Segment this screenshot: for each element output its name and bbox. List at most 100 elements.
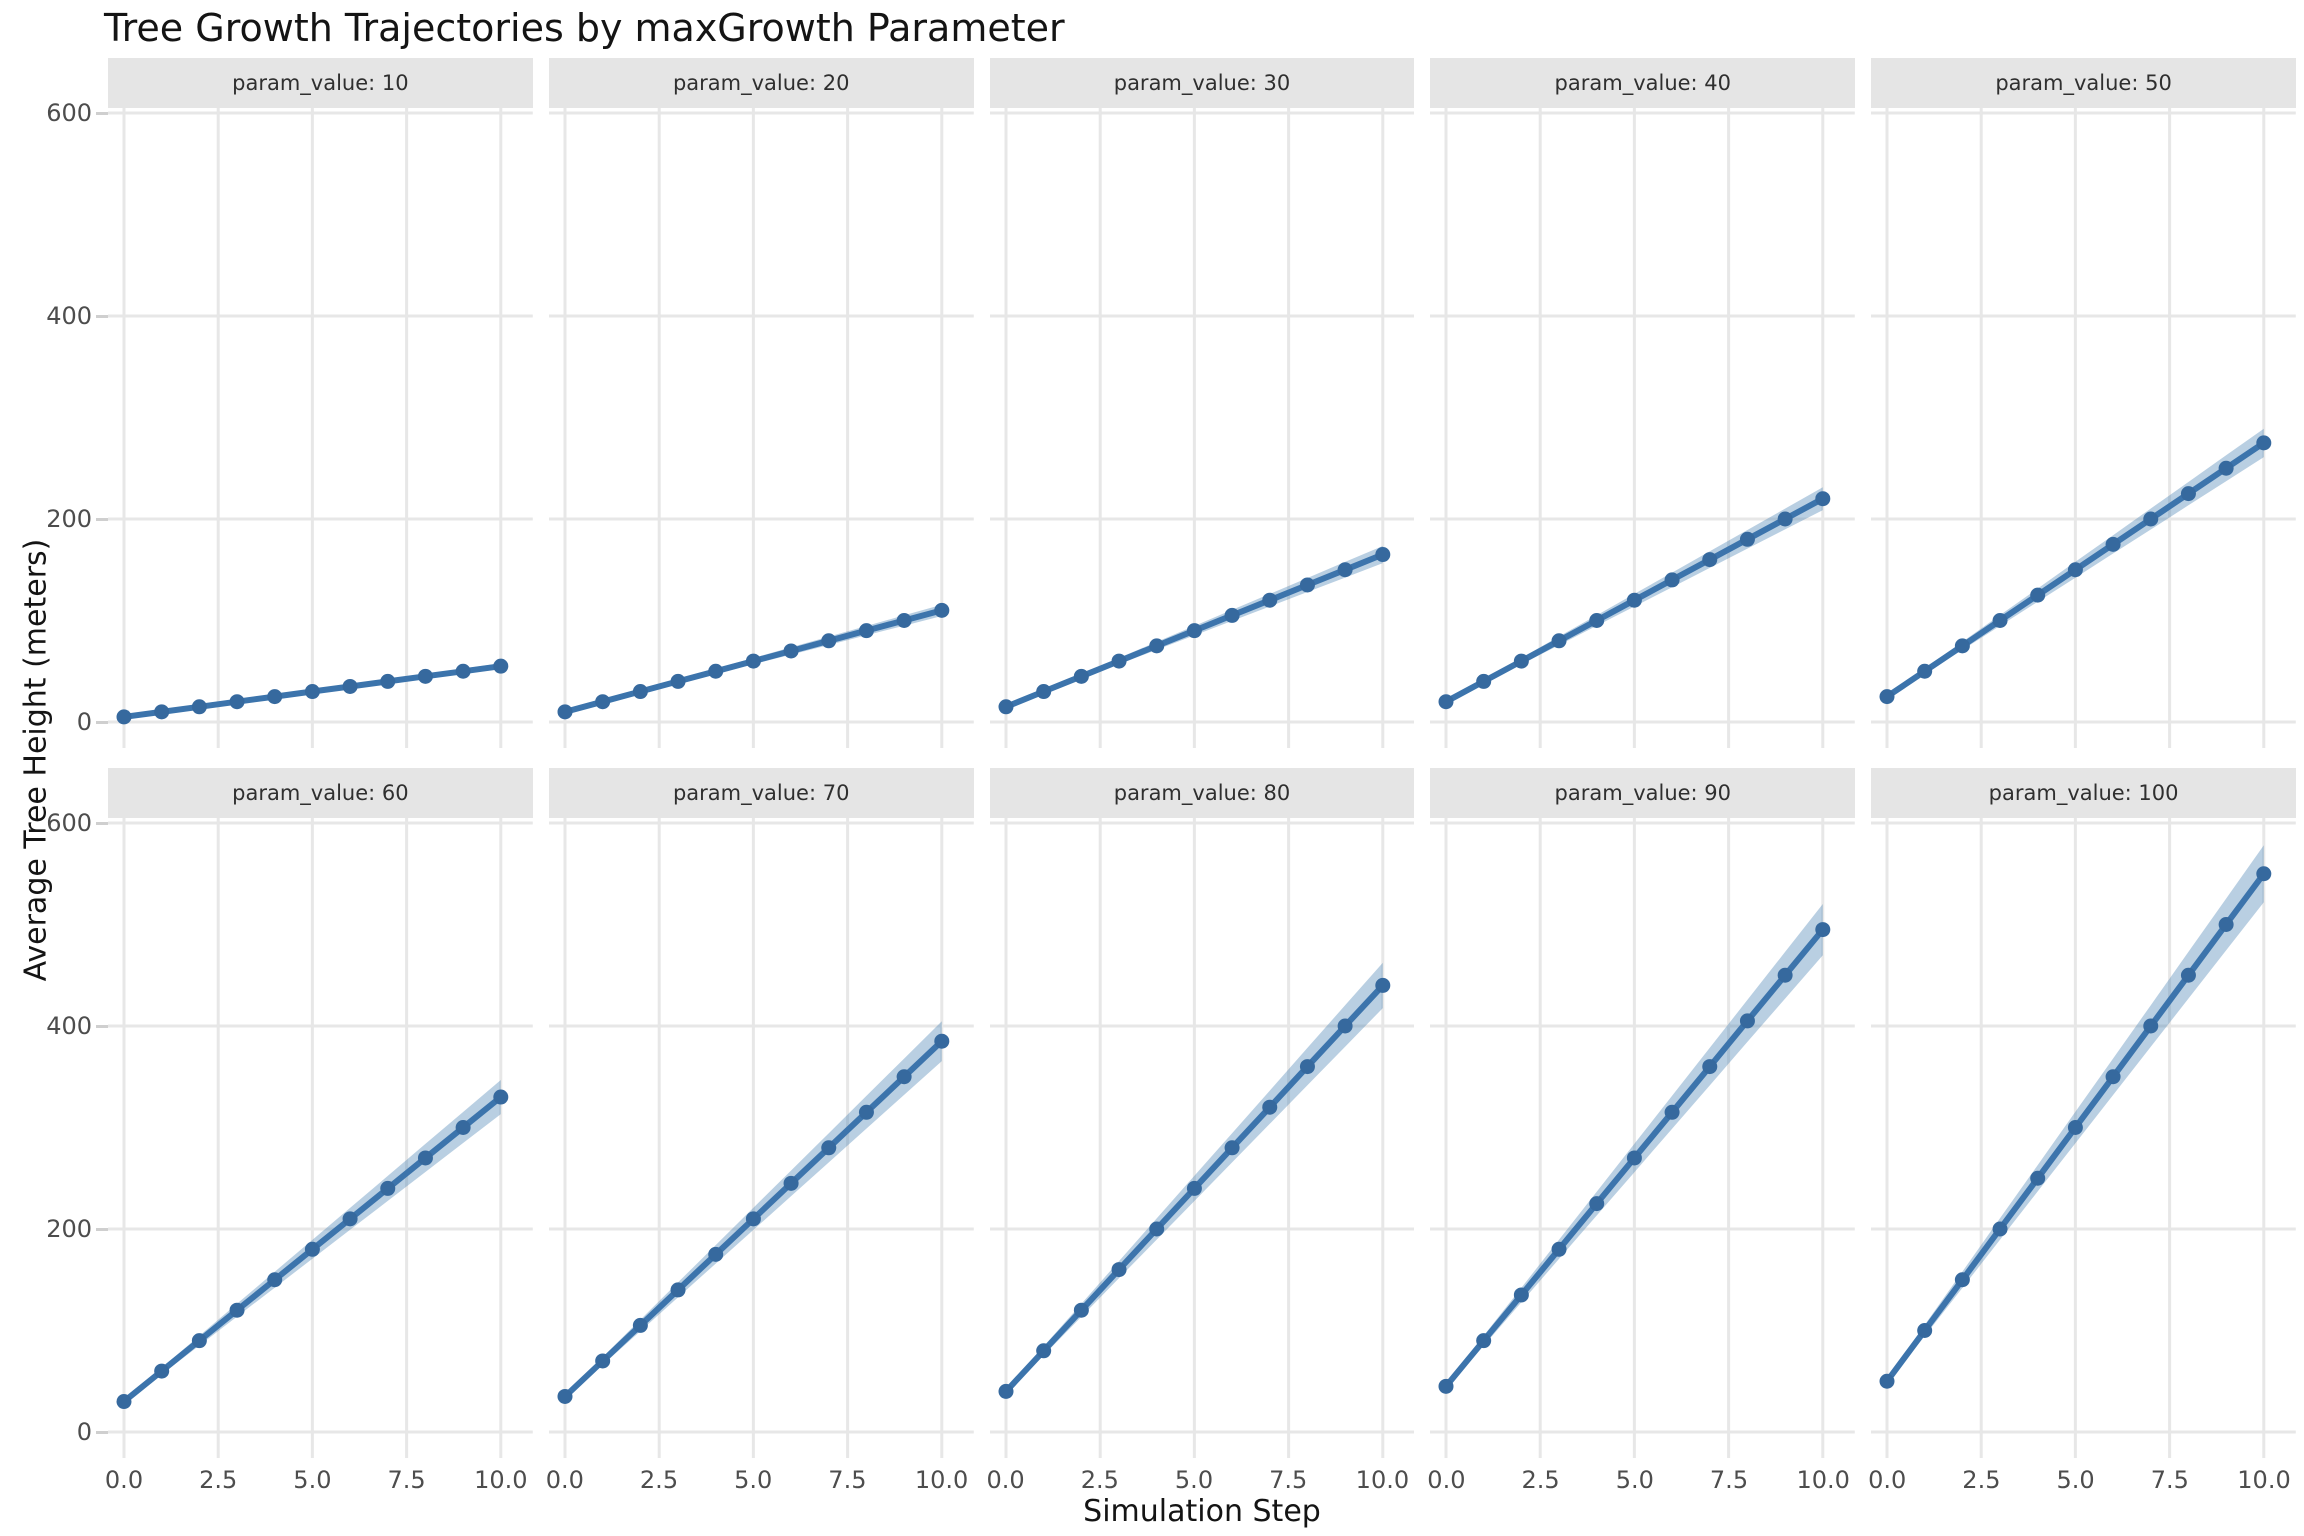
facet-plot-area xyxy=(1430,108,1856,748)
facet-panel-30: param_value: 30 xyxy=(989,58,1415,748)
data-point xyxy=(1186,1180,1202,1196)
data-point xyxy=(1702,552,1718,568)
facet-panel-80: param_value: 80 xyxy=(989,768,1415,1458)
facet-panel-70: param_value: 70 xyxy=(548,768,974,1458)
y-tick-mark xyxy=(96,1024,108,1028)
x-tick-label: 2.5 xyxy=(1962,1466,2001,1494)
data-point xyxy=(1627,592,1643,608)
data-point xyxy=(2256,435,2272,451)
x-tick-label: 7.5 xyxy=(1269,1466,1308,1494)
data-point xyxy=(1551,633,1567,649)
data-point xyxy=(998,1383,1014,1399)
y-tick-label: 200 xyxy=(46,1215,92,1243)
facet-plot-area xyxy=(108,818,533,1458)
facet-panel-60: param_value: 60 xyxy=(108,768,533,1458)
facet-strip: param_value: 50 xyxy=(1871,58,2296,108)
x-tick-label: 5.0 xyxy=(1615,1466,1654,1494)
data-point xyxy=(1073,1302,1089,1318)
data-point xyxy=(493,658,509,674)
y-tick-label: 600 xyxy=(46,809,92,837)
data-point xyxy=(1224,607,1240,623)
data-point xyxy=(2181,486,2197,502)
data-point xyxy=(2218,917,2234,932)
data-point xyxy=(1476,1333,1492,1349)
data-point xyxy=(2181,967,2197,983)
y-tick-label: 0 xyxy=(76,1418,92,1446)
data-point xyxy=(1514,1287,1530,1303)
data-point xyxy=(417,1150,433,1166)
data-point xyxy=(670,1282,686,1298)
facet-panel-90: param_value: 90 xyxy=(1430,768,1856,1458)
data-point xyxy=(708,1246,724,1262)
data-point xyxy=(934,1033,950,1049)
facet-plot-area xyxy=(1871,108,2296,748)
facet-strip-label: param_value: 60 xyxy=(232,781,409,805)
data-point xyxy=(998,699,1014,715)
data-point xyxy=(745,653,761,669)
x-tick-label: 10.0 xyxy=(914,1466,969,1494)
data-point xyxy=(1111,1262,1127,1278)
data-point xyxy=(380,1180,396,1196)
data-point xyxy=(380,673,396,689)
facet-plot-area xyxy=(989,108,1415,748)
data-point xyxy=(2143,511,2159,527)
y-tick-mark xyxy=(96,517,108,521)
data-point xyxy=(342,678,358,694)
data-point xyxy=(229,694,245,710)
data-point xyxy=(1261,592,1277,608)
x-tick-label: 5.0 xyxy=(2056,1466,2095,1494)
y-axis-title: Average Tree Height (meters) xyxy=(18,538,54,982)
x-tick-label: 0.0 xyxy=(1427,1466,1466,1494)
y-tick-mark xyxy=(96,111,108,115)
facet-panel-40: param_value: 40 xyxy=(1430,58,1856,748)
data-point xyxy=(632,1317,648,1333)
facet-strip-label: param_value: 80 xyxy=(1113,781,1291,805)
data-point xyxy=(745,1211,761,1227)
data-point xyxy=(342,1211,358,1227)
facet-strip: param_value: 20 xyxy=(548,58,974,108)
data-point xyxy=(229,1302,245,1318)
data-point xyxy=(783,1175,799,1191)
data-point xyxy=(1917,1323,1933,1338)
data-point xyxy=(304,684,320,700)
data-point xyxy=(1476,673,1492,689)
data-point xyxy=(191,699,207,715)
facet-plot-area xyxy=(989,818,1415,1458)
y-tick-mark xyxy=(96,1430,108,1434)
data-point xyxy=(934,602,950,618)
data-point xyxy=(116,1394,132,1410)
data-point xyxy=(1299,577,1315,593)
x-tick-label: 0.0 xyxy=(104,1466,144,1494)
facet-plot-area xyxy=(548,818,974,1458)
data-point xyxy=(896,1069,912,1085)
y-tick-label: 200 xyxy=(46,505,92,533)
x-tick-label: 10.0 xyxy=(1796,1466,1850,1494)
data-point xyxy=(1111,653,1127,669)
data-point xyxy=(1992,1221,2008,1237)
data-point xyxy=(632,684,648,700)
facet-strip-label: param_value: 30 xyxy=(1113,71,1291,95)
facet-plot-area xyxy=(108,108,533,748)
data-point xyxy=(2143,1018,2159,1034)
data-point xyxy=(2068,1120,2084,1135)
x-tick-label: 0.0 xyxy=(986,1466,1025,1494)
data-point xyxy=(1778,511,1794,527)
y-tick-label: 600 xyxy=(46,99,92,127)
data-point xyxy=(1992,613,2008,628)
facet-strip: param_value: 90 xyxy=(1430,768,1856,818)
data-point xyxy=(2068,562,2084,578)
data-point xyxy=(1374,547,1390,563)
facet-strip-label: param_value: 40 xyxy=(1554,71,1732,95)
data-point xyxy=(1740,1013,1756,1029)
facet-strip-label: param_value: 20 xyxy=(672,71,850,95)
facet-strip-label: param_value: 10 xyxy=(232,71,409,95)
facet-strip: param_value: 70 xyxy=(548,768,974,818)
data-point xyxy=(594,694,610,710)
facet-strip: param_value: 10 xyxy=(108,58,533,108)
data-point xyxy=(1299,1059,1315,1075)
data-point xyxy=(304,1241,320,1257)
data-point xyxy=(1073,668,1089,684)
data-point xyxy=(1740,531,1756,547)
chart-title: Tree Growth Trajectories by maxGrowth Pa… xyxy=(104,6,1065,50)
